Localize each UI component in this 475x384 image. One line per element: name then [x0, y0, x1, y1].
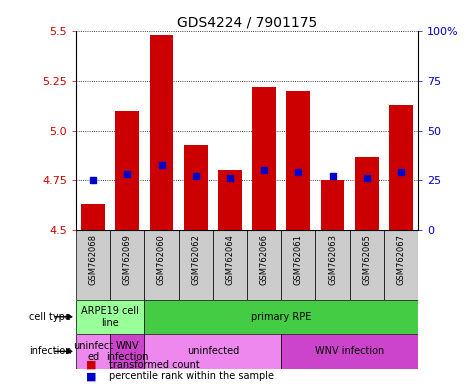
Bar: [76, 300, 144, 334]
Text: infection: infection: [29, 346, 71, 356]
Text: ■: ■: [86, 371, 96, 381]
Bar: [286, 91, 310, 230]
Text: WNV
infection: WNV infection: [106, 341, 149, 362]
Bar: [213, 230, 247, 300]
Bar: [144, 230, 179, 300]
Bar: [144, 334, 281, 369]
Text: GSM762066: GSM762066: [260, 234, 268, 285]
Bar: [389, 104, 413, 230]
Text: GSM762061: GSM762061: [294, 234, 303, 285]
Bar: [144, 300, 418, 334]
Text: primary RPE: primary RPE: [251, 312, 312, 322]
Bar: [110, 230, 144, 300]
Text: GSM762069: GSM762069: [123, 234, 132, 285]
Text: WNV infection: WNV infection: [315, 346, 384, 356]
Text: uninfect
ed: uninfect ed: [73, 341, 113, 362]
Bar: [247, 230, 281, 300]
Title: GDS4224 / 7901175: GDS4224 / 7901175: [177, 16, 317, 30]
Text: uninfected: uninfected: [187, 346, 239, 356]
Text: GSM762062: GSM762062: [191, 234, 200, 285]
Text: ARPE19 cell
line: ARPE19 cell line: [81, 306, 139, 328]
Bar: [281, 230, 315, 300]
Bar: [384, 230, 418, 300]
Bar: [81, 204, 105, 230]
Bar: [355, 157, 379, 230]
Text: transformed count: transformed count: [109, 360, 200, 370]
Bar: [76, 334, 110, 369]
Bar: [179, 230, 213, 300]
Text: GSM762067: GSM762067: [397, 234, 405, 285]
Text: percentile rank within the sample: percentile rank within the sample: [109, 371, 274, 381]
Text: GSM762063: GSM762063: [328, 234, 337, 285]
Bar: [321, 180, 344, 230]
Bar: [115, 111, 139, 230]
Bar: [281, 334, 418, 369]
Bar: [350, 230, 384, 300]
Bar: [76, 230, 110, 300]
Bar: [218, 170, 242, 230]
Bar: [315, 230, 350, 300]
Text: GSM762060: GSM762060: [157, 234, 166, 285]
Bar: [150, 35, 173, 230]
Text: GSM762065: GSM762065: [362, 234, 371, 285]
Text: GSM762064: GSM762064: [226, 234, 234, 285]
Text: cell type: cell type: [29, 312, 71, 322]
Bar: [184, 144, 208, 230]
Bar: [110, 334, 144, 369]
Bar: [252, 87, 276, 230]
Text: GSM762068: GSM762068: [89, 234, 97, 285]
Text: ■: ■: [86, 360, 96, 370]
